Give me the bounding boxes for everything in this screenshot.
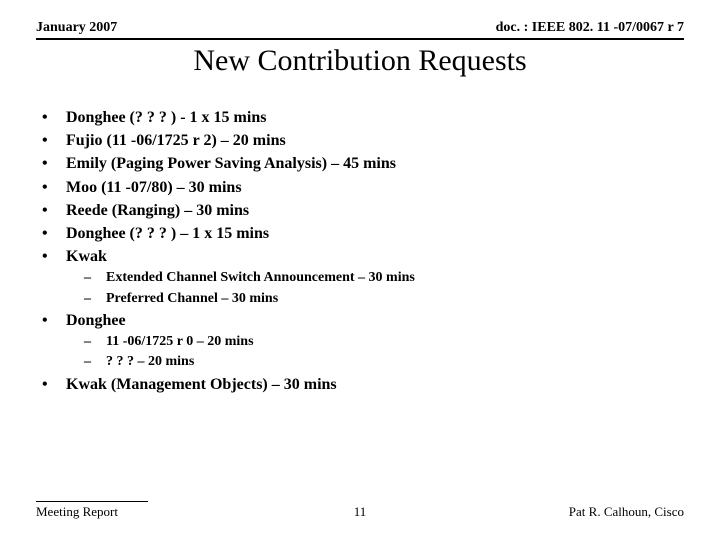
- slide-header: January 2007 doc. : IEEE 802. 11 -07/006…: [36, 20, 684, 36]
- list-item-text: Moo (11 -07/80) – 30 mins: [66, 176, 242, 199]
- list-item-text: Donghee: [66, 309, 126, 332]
- footer-rule: [36, 501, 148, 502]
- footer-page-number: 11: [36, 504, 684, 520]
- dash-icon: –: [84, 268, 106, 288]
- list-item-text: Emily (Paging Power Saving Analysis) – 4…: [66, 152, 396, 175]
- sub-list-item: –Preferred Channel – 30 mins: [84, 289, 684, 309]
- list-item: •Kwak (Management Objects) – 30 mins: [42, 373, 684, 396]
- list-item: •Kwak: [42, 245, 684, 268]
- list-item: •Fujio (11 -06/1725 r 2) – 20 mins: [42, 129, 684, 152]
- bullet-icon: •: [42, 199, 66, 222]
- list-item: •Moo (11 -07/80) – 30 mins: [42, 176, 684, 199]
- dash-icon: –: [84, 332, 106, 352]
- list-item: •Donghee: [42, 309, 684, 332]
- list-item-text: Kwak (Management Objects) – 30 mins: [66, 373, 337, 396]
- bullet-icon: •: [42, 152, 66, 175]
- header-doc-id: doc. : IEEE 802. 11 -07/0067 r 7: [496, 20, 684, 36]
- sub-list-item: –Extended Channel Switch Announcement – …: [84, 268, 684, 288]
- bullet-icon: •: [42, 373, 66, 396]
- bullet-icon: •: [42, 106, 66, 129]
- list-item-text: Donghee (? ? ? ) - 1 x 15 mins: [66, 106, 266, 129]
- bullet-icon: •: [42, 245, 66, 268]
- sub-list-item-text: Extended Channel Switch Announcement – 3…: [106, 268, 415, 288]
- sub-list-item: –11 -06/1725 r 0 – 20 mins: [84, 332, 684, 352]
- list-item: •Emily (Paging Power Saving Analysis) – …: [42, 152, 684, 175]
- header-date: January 2007: [36, 20, 117, 36]
- bullet-icon: •: [42, 309, 66, 332]
- list-item-text: Fujio (11 -06/1725 r 2) – 20 mins: [66, 129, 286, 152]
- dash-icon: –: [84, 352, 106, 372]
- bullet-icon: •: [42, 129, 66, 152]
- bullet-icon: •: [42, 222, 66, 245]
- list-item-text: Donghee (? ? ? ) – 1 x 15 mins: [66, 222, 269, 245]
- bullet-icon: •: [42, 176, 66, 199]
- sub-list-item-text: ? ? ? – 20 mins: [106, 352, 194, 372]
- sub-list-item-text: Preferred Channel – 30 mins: [106, 289, 278, 309]
- list-item-text: Kwak: [66, 245, 107, 268]
- header-rule: [36, 38, 684, 40]
- list-item: •Donghee (? ? ? ) - 1 x 15 mins: [42, 106, 684, 129]
- list-item: •Reede (Ranging) – 30 mins: [42, 199, 684, 222]
- list-item: •Donghee (? ? ? ) – 1 x 15 mins: [42, 222, 684, 245]
- slide-body: •Donghee (? ? ? ) - 1 x 15 mins•Fujio (1…: [36, 106, 684, 396]
- slide-footer: Meeting Report 11 Pat R. Calhoun, Cisco: [36, 501, 684, 520]
- sub-list-item: –? ? ? – 20 mins: [84, 352, 684, 372]
- dash-icon: –: [84, 289, 106, 309]
- slide-title: New Contribution Requests: [36, 44, 684, 78]
- list-item-text: Reede (Ranging) – 30 mins: [66, 199, 249, 222]
- sub-list-item-text: 11 -06/1725 r 0 – 20 mins: [106, 332, 254, 352]
